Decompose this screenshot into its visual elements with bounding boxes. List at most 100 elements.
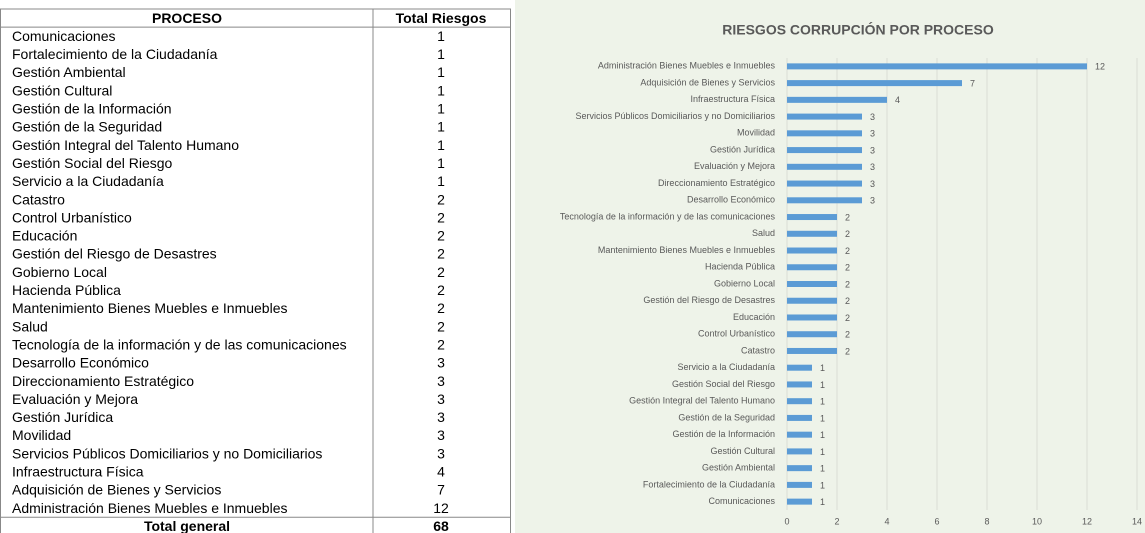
- bar: [787, 465, 812, 472]
- value-label: 2: [845, 229, 850, 239]
- risk-count: 1: [437, 101, 445, 117]
- process-name: Gestión de la Información: [12, 101, 172, 117]
- process-name: Gestión Cultural: [12, 82, 112, 98]
- risk-count: 2: [437, 336, 445, 352]
- header-cell: PROCESO: [152, 10, 222, 26]
- x-tick-label: 4: [884, 516, 889, 526]
- value-label: 1: [820, 480, 825, 490]
- category-label: Gestión Integral del Talento Humano: [629, 396, 775, 406]
- value-label: 2: [845, 330, 850, 340]
- bar: [787, 498, 812, 505]
- risk-count: 4: [437, 464, 445, 480]
- x-tick-label: 0: [784, 516, 789, 526]
- process-name: Gestión Jurídica: [12, 409, 113, 425]
- process-name: Adquisición de Bienes y Servicios: [12, 482, 221, 498]
- bar: [787, 331, 837, 338]
- process-name: Catastro: [12, 191, 65, 207]
- risk-count: 2: [437, 228, 445, 244]
- x-tick-label: 8: [984, 516, 989, 526]
- table: PROCESO Total Riesgos Comunicaciones 1 Forta…: [0, 8, 511, 533]
- bar: [787, 398, 812, 405]
- bar: [787, 230, 837, 237]
- bar: [787, 80, 962, 87]
- risk-count: 1: [437, 155, 445, 171]
- category-label: Adquisición de Bienes y Servicios: [640, 77, 775, 87]
- risk-count: 1: [437, 119, 445, 135]
- process-name: Direccionamiento Estratégico: [12, 373, 194, 389]
- process-name: Fortalecimiento de la Ciudadanía: [12, 46, 218, 62]
- risk-count: 2: [437, 209, 445, 225]
- risk-count: 3: [437, 445, 445, 461]
- process-name: Administración Bienes Muebles e Inmueble…: [12, 500, 287, 516]
- process-name: Gobierno Local: [12, 264, 107, 280]
- process-name: Gestión de la Seguridad: [12, 119, 162, 135]
- bar: [787, 364, 812, 371]
- value-label: 7: [970, 78, 975, 88]
- bar: [787, 481, 812, 488]
- category-label: Gestión de la Seguridad: [678, 412, 775, 422]
- value-label: 1: [820, 464, 825, 474]
- process-name: Comunicaciones: [12, 28, 116, 44]
- risk-count: 3: [437, 427, 445, 443]
- x-tick-label: 6: [934, 516, 939, 526]
- bar: [787, 113, 862, 120]
- process-name: Tecnología de la información y de las co…: [12, 336, 347, 352]
- bar: [787, 347, 837, 354]
- value-label: 3: [870, 112, 875, 122]
- category-label: Servicios Públicos Domiciliarios y no Do…: [575, 111, 775, 121]
- risk-count: 2: [437, 318, 445, 334]
- bar: [787, 314, 837, 321]
- process-name: Salud: [12, 318, 48, 334]
- bar: [787, 147, 862, 154]
- category-label: Gestión de la Información: [672, 429, 775, 439]
- bar: [787, 448, 812, 455]
- process-name: Evaluación y Mejora: [12, 391, 138, 407]
- process-name: Desarrollo Económico: [12, 355, 149, 371]
- value-label: 2: [845, 346, 850, 356]
- risk-count: 3: [437, 391, 445, 407]
- category-label: Comunicaciones: [708, 496, 775, 506]
- bar: [787, 414, 812, 421]
- bar: [787, 264, 837, 271]
- category-label: Gestión del Riesgo de Desastres: [643, 295, 775, 305]
- category-label: Gestión Cultural: [710, 446, 775, 456]
- bar: [787, 130, 862, 137]
- category-label: Servicio a la Ciudadanía: [677, 362, 775, 372]
- bar: [787, 214, 837, 221]
- value-label: 2: [845, 279, 850, 289]
- category-label: Desarrollo Económico: [687, 195, 775, 205]
- process-name: Servicios Públicos Domiciliarios y no Do…: [12, 445, 322, 461]
- risk-count: 1: [437, 82, 445, 98]
- value-label: 1: [820, 380, 825, 390]
- risk-count: 1: [437, 64, 445, 80]
- risk-count: 2: [437, 264, 445, 280]
- value-label: 2: [845, 313, 850, 323]
- risk-count: 2: [437, 246, 445, 262]
- risk-count: 1: [437, 173, 445, 189]
- bar: [787, 247, 837, 254]
- category-label: Movilidad: [737, 128, 775, 138]
- process-name: Gestión Social del Riesgo: [12, 155, 173, 171]
- x-tick-label: 10: [1032, 516, 1042, 526]
- bar: [787, 381, 812, 388]
- bar: [787, 163, 862, 170]
- category-label: Evaluación y Mejora: [694, 161, 775, 171]
- bar: [787, 180, 862, 187]
- process-name: Gestión Integral del Talento Humano: [12, 137, 239, 153]
- category-label: Gestión Jurídica: [710, 144, 775, 154]
- risk-count: 1: [437, 137, 445, 153]
- category-label: Direccionamiento Estratégico: [658, 178, 775, 188]
- risk-count: 3: [437, 373, 445, 389]
- category-label: Control Urbanístico: [698, 329, 775, 339]
- risk-count: 2: [437, 300, 445, 316]
- value-label: 3: [870, 179, 875, 189]
- category-label: Administración Bienes Muebles e Inmueble…: [598, 61, 776, 71]
- total-value: 68: [433, 518, 449, 533]
- value-label: 1: [820, 430, 825, 440]
- value-label: 2: [845, 263, 850, 273]
- total-label: Total general: [144, 518, 230, 533]
- category-label: Tecnología de la información y de las co…: [560, 211, 776, 221]
- value-label: 2: [845, 246, 850, 256]
- x-tick-label: 2: [834, 516, 839, 526]
